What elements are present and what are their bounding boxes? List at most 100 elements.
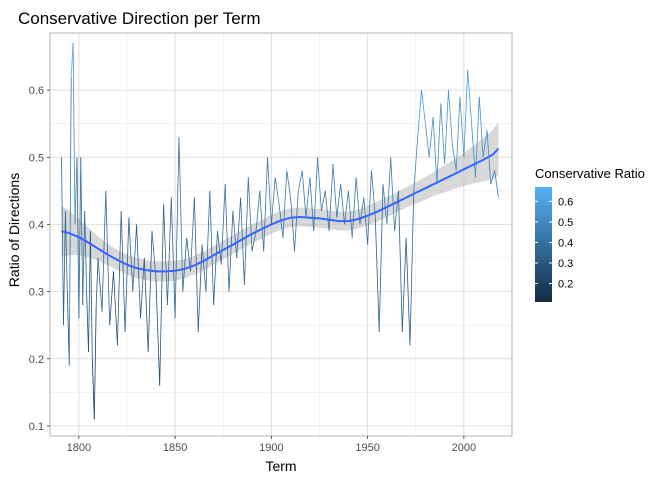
x-tick-label: 1800 (67, 442, 91, 454)
data-line-segment (382, 184, 388, 225)
data-line-segment (367, 170, 372, 245)
data-line-segment (68, 76, 72, 366)
data-line-segment (340, 184, 345, 225)
x-axis-label: Term (265, 458, 296, 474)
legend-tick-label: 0.6 (558, 196, 573, 208)
data-line-segment (232, 210, 238, 259)
data-line-segment (263, 157, 268, 252)
data-line-segment (371, 170, 376, 218)
confidence-band (61, 121, 499, 282)
x-tick-label: 1900 (259, 442, 283, 454)
data-line-segment (344, 190, 349, 225)
data-line-segment (286, 170, 291, 198)
data-line-segment (97, 257, 103, 312)
data-line-segment (84, 210, 87, 292)
data-line-segment (105, 190, 111, 326)
x-tick-label: 1950 (355, 442, 379, 454)
legend-tick-label: 0.2 (558, 279, 573, 291)
data-line-segment (82, 210, 86, 306)
smooth-line (61, 147, 500, 273)
data-line-segment (425, 123, 430, 158)
data-line-segment (405, 237, 411, 346)
data-line-segment (136, 224, 141, 319)
data-line-segment (305, 177, 311, 218)
legend-tick-label: 0.4 (558, 237, 573, 249)
data-line-segment (155, 278, 161, 386)
x-tick-label: 1850 (163, 442, 187, 454)
data-line-segment (336, 184, 342, 218)
data-line-segment (332, 163, 338, 218)
data-line-segment (95, 257, 99, 306)
data-line-segment (201, 244, 207, 292)
data-line-segment (471, 123, 476, 178)
data-line-segment (394, 190, 399, 232)
data-line-segment (444, 90, 449, 165)
data-line-segment (409, 190, 415, 346)
data-line-segment (267, 157, 272, 225)
data-line-segment (247, 177, 253, 252)
data-line-segment (398, 190, 403, 332)
data-line-segment (321, 190, 326, 212)
data-line-segment (401, 237, 407, 332)
data-line-segment (178, 137, 184, 292)
y-tick-label: 0.1 (29, 421, 44, 433)
data-line-segment (86, 291, 89, 353)
y-tick-label: 0.5 (29, 152, 44, 164)
legend: 0.2 0.3 0.4 0.5 0.6 (535, 187, 573, 302)
data-line-segment (455, 96, 461, 171)
chart-title: Conservative Direction per Term (18, 9, 261, 28)
data-line-segment (417, 90, 422, 138)
data-line-segment (355, 177, 361, 225)
data-line-segment (309, 177, 315, 232)
data-line-segment (413, 137, 419, 191)
legend-title: Conservative Ratio (535, 166, 645, 181)
legend-tick-label: 0.5 (558, 217, 573, 229)
y-axis-label: Ratio of Directions (6, 173, 22, 287)
data-line-segment (301, 170, 307, 218)
data-line-segment (65, 210, 68, 292)
data-line-segment (440, 103, 445, 165)
data-line-segment (182, 237, 188, 292)
data-line-segment (163, 204, 168, 306)
legend-tick-label: 0.3 (558, 258, 573, 270)
data-line-segment (205, 190, 211, 292)
data-line-segment (109, 271, 114, 326)
data-line-segment (421, 90, 426, 124)
data-line-segment (186, 237, 191, 272)
data-line-segment (140, 257, 145, 319)
data-line-segment (113, 271, 118, 346)
data-line-segment (159, 204, 164, 386)
data-line-segment (217, 231, 222, 265)
data-line-segment (120, 210, 126, 332)
data-line-segment (63, 210, 66, 326)
data-line-segment (363, 197, 368, 245)
data-line-segment (93, 304, 97, 420)
data-line-segment (72, 43, 76, 225)
data-line-segment (88, 231, 91, 353)
data-line-segment (174, 137, 180, 319)
data-line-segment (459, 96, 465, 158)
data-line-segment (290, 197, 295, 252)
data-line-segment (317, 157, 322, 212)
data-line-segment (117, 210, 122, 346)
data-line-segment (236, 197, 241, 259)
data-line-segment (436, 103, 442, 185)
data-line-segment (271, 177, 276, 225)
data-line-segment (374, 217, 380, 332)
data-line-segment (482, 130, 488, 158)
data-line-segment (274, 177, 280, 205)
data-line-segment (428, 116, 434, 158)
data-line-segment (297, 170, 303, 191)
data-line-segment (467, 69, 472, 124)
data-line-segment (251, 231, 257, 252)
data-line-segment (282, 170, 288, 238)
data-line-segment (348, 190, 353, 238)
data-line-segment (224, 184, 230, 292)
data-line-segment (170, 197, 176, 319)
data-line-segment (128, 217, 134, 292)
data-line-segment (494, 170, 499, 198)
data-line-segment (197, 244, 203, 332)
legend-colorbar (535, 187, 552, 302)
plot-background (50, 33, 512, 436)
